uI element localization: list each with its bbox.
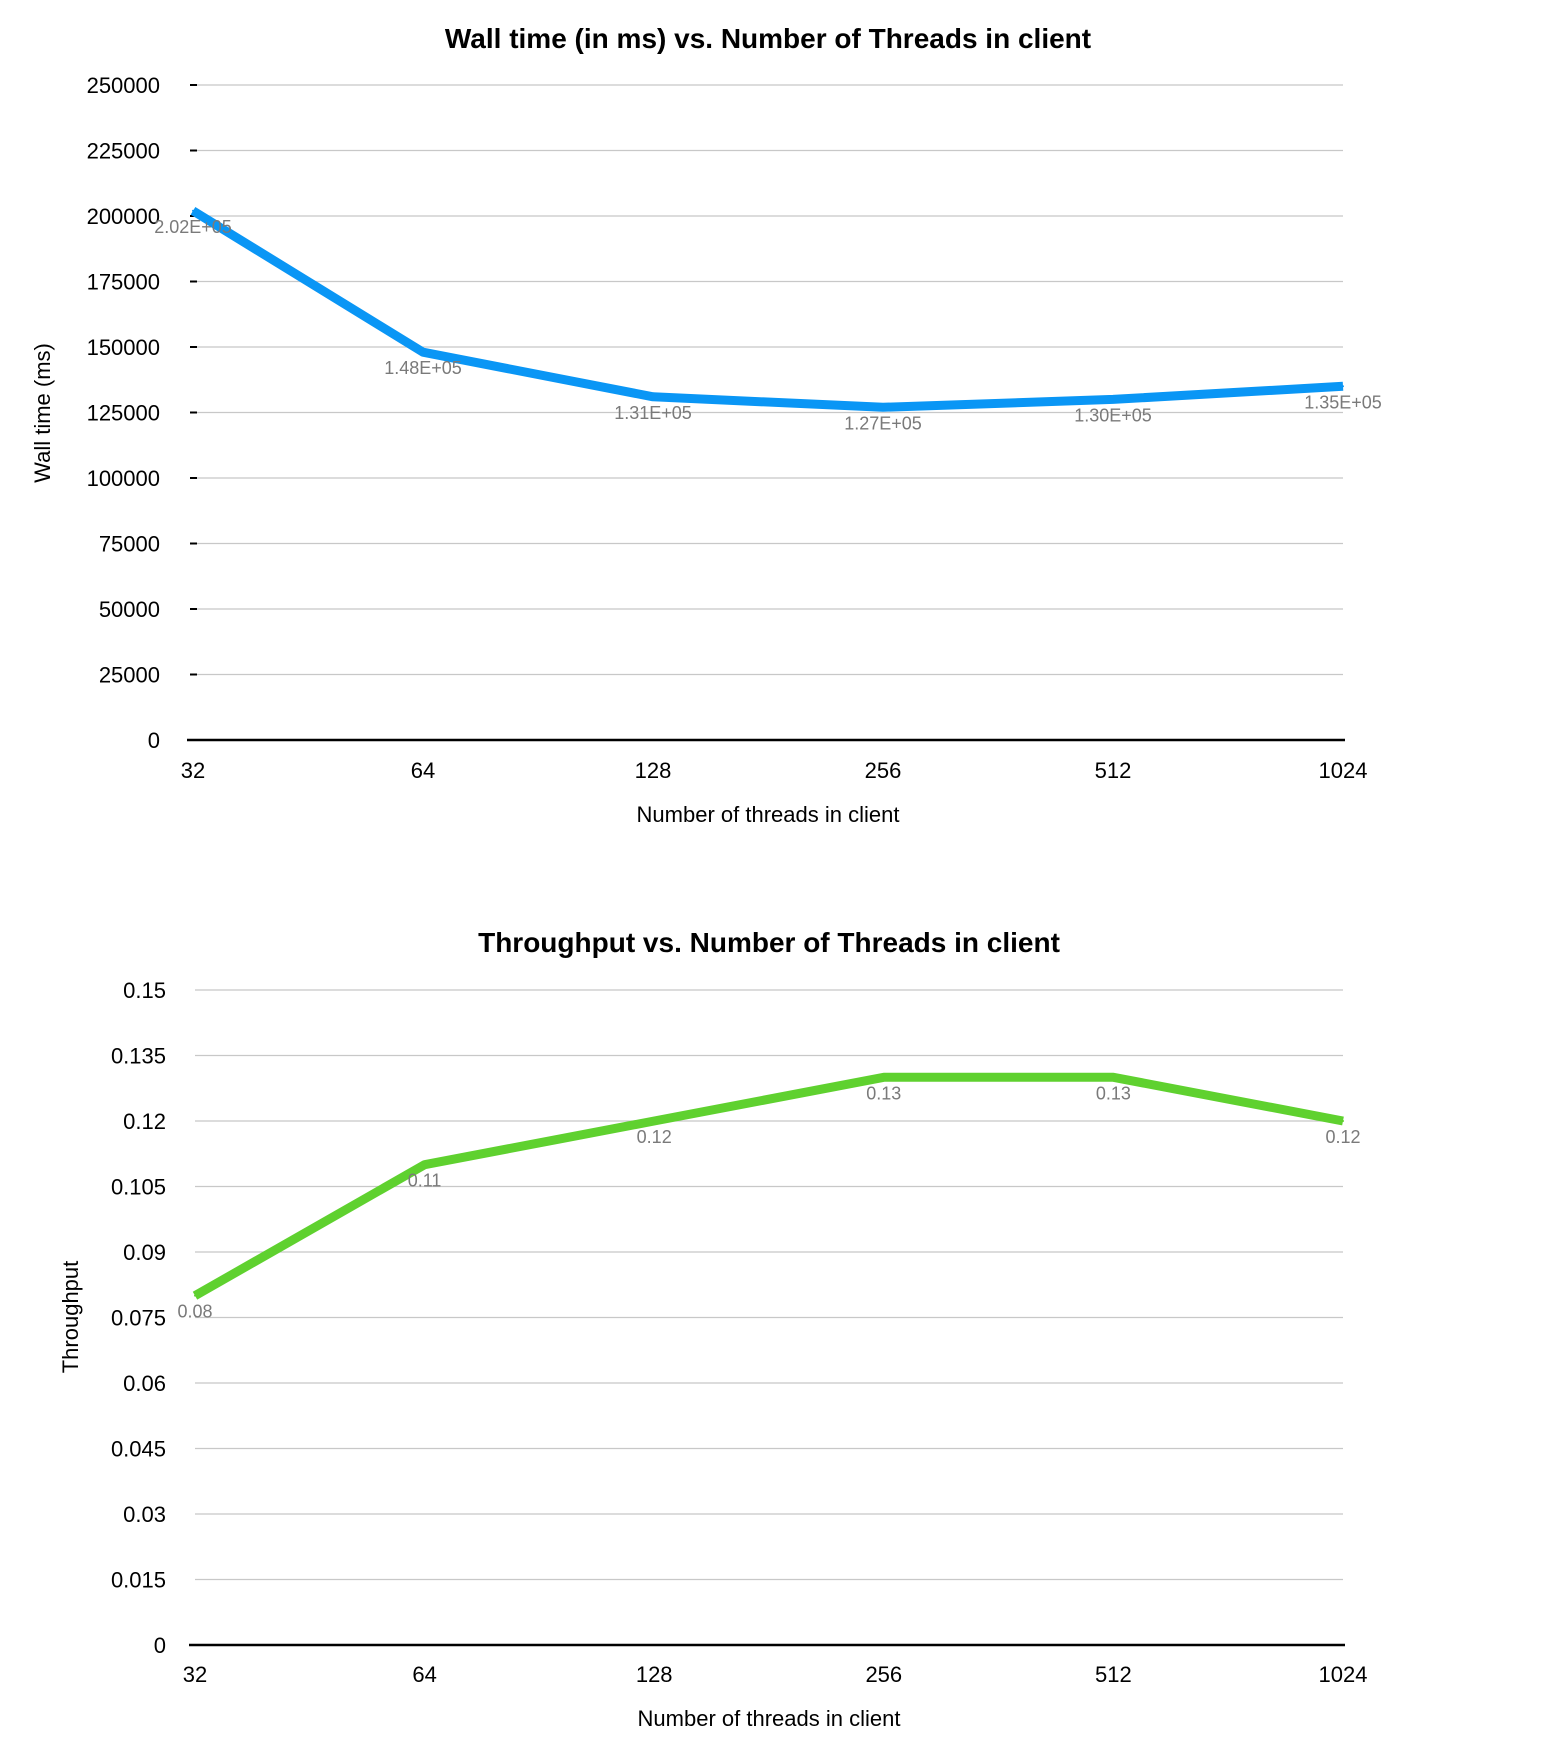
walltime-y-tick-label: 150000 [87, 335, 160, 360]
walltime-data-point [1342, 385, 1344, 388]
walltime-data-point [1112, 398, 1114, 401]
throughput-y-tick-label: 0.105 [111, 1175, 166, 1200]
throughput-y-tick-label: 0.135 [111, 1044, 166, 1069]
walltime-y-tick-label: 250000 [87, 73, 160, 98]
walltime-y-tick-label: 0 [148, 728, 160, 753]
walltime-chart-title: Wall time (in ms) vs. Number of Threads … [445, 23, 1091, 54]
walltime-series-line [190, 206, 1344, 412]
walltime-data-point [652, 395, 654, 398]
walltime-y-tick-label: 25000 [99, 663, 160, 688]
throughput-data-label: 0.12 [1325, 1127, 1360, 1147]
walltime-data-label: 1.27E+05 [844, 413, 922, 433]
throughput-data-point [423, 1163, 426, 1166]
throughput-data-point [1342, 1120, 1344, 1122]
walltime-x-tick-label: 512 [1095, 758, 1132, 783]
walltime-y-tick-label: 75000 [99, 532, 160, 557]
walltime-data-point [192, 209, 194, 212]
throughput-y-tick-label: 0.075 [111, 1306, 166, 1331]
walltime-data-point [882, 406, 884, 409]
throughput-data-point [1112, 1076, 1115, 1079]
throughput-y-tick-label: 0.12 [123, 1109, 166, 1134]
walltime-data-label: 1.48E+05 [384, 358, 462, 378]
walltime-data-label: 2.02E+05 [154, 217, 232, 237]
throughput-data-label: 0.13 [1096, 1083, 1131, 1103]
walltime-x-axis-label: Number of threads in client [637, 802, 900, 827]
walltime-y-tick-label: 125000 [87, 401, 160, 426]
throughput-y-tick-label: 0.015 [111, 1568, 166, 1593]
throughput-x-axis-label: Number of threads in client [638, 1706, 901, 1731]
throughput-y-tick-label: 0.045 [111, 1437, 166, 1462]
throughput-data-label: 0.11 [408, 1171, 442, 1191]
throughput-data-label: 0.12 [637, 1127, 672, 1147]
throughput-x-tick-label: 512 [1095, 1662, 1132, 1687]
throughput-x-tick-label: 1024 [1319, 1662, 1368, 1687]
walltime-x-tick-label: 64 [411, 758, 435, 783]
walltime-data-label: 1.30E+05 [1074, 405, 1152, 425]
walltime-y-axis-label: Wall time (ms) [30, 343, 55, 483]
throughput-x-tick-label: 32 [183, 1662, 207, 1687]
walltime-y-tick-label: 50000 [99, 597, 160, 622]
walltime-x-tick-label: 1024 [1319, 758, 1368, 783]
walltime-data-label: 1.35E+05 [1304, 392, 1382, 412]
walltime-x-tick-label: 256 [865, 758, 902, 783]
walltime-x-tick-label: 128 [635, 758, 672, 783]
throughput-data-label: 0.08 [177, 1302, 212, 1322]
throughput-data-point [882, 1076, 885, 1079]
throughput-chart-title: Throughput vs. Number of Threads in clie… [478, 927, 1060, 958]
throughput-y-tick-label: 0.06 [123, 1371, 166, 1396]
throughput-x-tick-label: 64 [412, 1662, 436, 1687]
walltime-data-point [422, 351, 424, 354]
throughput-x-tick-label: 256 [865, 1662, 902, 1687]
throughput-y-tick-label: 0.15 [123, 978, 166, 1003]
walltime-y-tick-label: 175000 [87, 270, 160, 295]
throughput-y-tick-label: 0.03 [123, 1502, 166, 1527]
throughput-x-tick-label: 128 [636, 1662, 673, 1687]
walltime-y-tick-label: 200000 [87, 204, 160, 229]
throughput-y-tick-label: 0 [154, 1633, 166, 1658]
throughput-data-point [194, 1294, 196, 1297]
walltime-y-tick-label: 100000 [87, 466, 160, 491]
throughput-y-axis-label: Throughput [58, 1261, 83, 1374]
throughput-series-line [192, 1072, 1344, 1300]
walltime-y-tick-label: 225000 [87, 139, 160, 164]
throughput-data-label: 0.13 [866, 1083, 901, 1103]
walltime-x-tick-label: 32 [181, 758, 205, 783]
walltime-data-label: 1.31E+05 [614, 403, 692, 423]
throughput-data-point [653, 1120, 656, 1122]
throughput-y-tick-label: 0.09 [123, 1240, 166, 1265]
